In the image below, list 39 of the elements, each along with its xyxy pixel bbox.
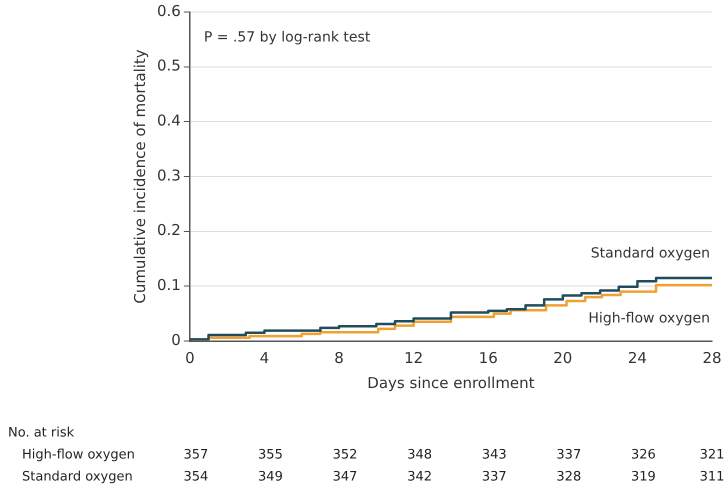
text: 326 xyxy=(630,447,656,462)
text: 342 xyxy=(407,469,432,484)
text: High-flow oxygen xyxy=(22,447,135,462)
x-axis-title: Days since enrollment xyxy=(367,374,535,392)
text: 337 xyxy=(482,469,507,484)
text: Standard oxygen xyxy=(22,469,133,484)
x-tick-label: 20 xyxy=(553,348,572,367)
text: 357 xyxy=(183,447,208,462)
y-tick-label: 0.6 xyxy=(156,2,181,20)
y-axis-title: Cumulative incidence of mortality xyxy=(130,49,149,304)
text: 349 xyxy=(258,469,283,484)
text: 311 xyxy=(700,469,724,484)
text: 319 xyxy=(630,469,656,484)
y-tick-label: 0.3 xyxy=(156,166,181,184)
y-tick-label: 0.1 xyxy=(156,276,181,294)
text: 355 xyxy=(258,447,283,462)
x-tick-label: 28 xyxy=(702,348,722,367)
series-label: Standard oxygen xyxy=(590,246,710,262)
text: 343 xyxy=(482,447,507,462)
x-tick-label: 0 xyxy=(185,348,195,367)
annotation: P = .57 by log-rank test xyxy=(204,30,371,46)
x-tick-label: 12 xyxy=(404,348,424,367)
text: No. at risk xyxy=(8,425,75,440)
text: 352 xyxy=(332,447,358,462)
x-tick-label: 16 xyxy=(478,348,498,367)
text: 337 xyxy=(556,447,582,462)
text: 328 xyxy=(556,469,582,484)
y-tick-label: 0.4 xyxy=(156,112,181,130)
x-tick-label: 8 xyxy=(334,348,344,367)
y-tick-label: 0.2 xyxy=(156,221,181,240)
x-tick-label: 24 xyxy=(628,348,647,367)
text: 354 xyxy=(183,469,208,484)
text: 347 xyxy=(332,469,358,484)
text: 321 xyxy=(700,447,724,462)
y-tick-label: 0.5 xyxy=(156,56,181,75)
series-label: High-flow oxygen xyxy=(588,310,710,327)
text: 348 xyxy=(407,447,432,462)
x-tick-label: 4 xyxy=(260,348,270,367)
y-tick-label: 0 xyxy=(171,330,181,349)
